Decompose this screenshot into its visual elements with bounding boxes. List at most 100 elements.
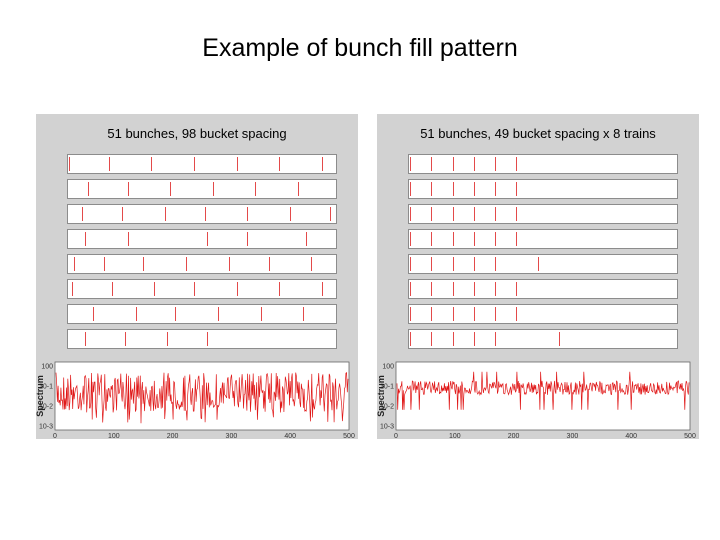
- bunch-spike: [516, 182, 518, 196]
- bunch-spike: [516, 157, 518, 171]
- bunch-spike: [82, 207, 84, 221]
- bunch-spike: [124, 332, 126, 346]
- bunch-spike: [236, 157, 238, 171]
- y-tick-label: 10-2: [380, 404, 394, 411]
- bunch-spike: [516, 232, 518, 246]
- bunch-spike: [431, 182, 433, 196]
- bunch-spike: [516, 207, 518, 221]
- fill-pattern-panel-left: 51 bunches, 98 bucket spacing 100 10-1 10-…: [36, 114, 358, 439]
- bunch-spike: [268, 257, 270, 271]
- x-tick-label: 300: [226, 433, 238, 439]
- bunch-strip: [408, 329, 678, 349]
- bunch-spike: [321, 157, 323, 171]
- bunch-spike: [207, 232, 209, 246]
- bunch-spike: [204, 207, 206, 221]
- bunch-spike: [167, 332, 169, 346]
- spectrum-axes: [395, 361, 691, 431]
- bunch-spike: [103, 257, 105, 271]
- x-tick-label: 500: [343, 433, 355, 439]
- bunch-spike: [516, 307, 518, 321]
- bunch-spike: [303, 307, 305, 321]
- bunch-spike: [410, 157, 411, 171]
- bunch-spike: [236, 282, 238, 296]
- bunch-spike: [495, 257, 497, 271]
- bunch-spike: [473, 207, 475, 221]
- bunch-spike: [473, 307, 475, 321]
- y-axis-label: Spectrum: [36, 375, 45, 417]
- bunch-spike: [84, 332, 86, 346]
- y-tick-label: 10-2: [39, 404, 53, 411]
- bunch-spike: [431, 157, 433, 171]
- bunch-spike: [279, 157, 281, 171]
- bunch-spike: [431, 257, 433, 271]
- bunch-spike: [495, 207, 497, 221]
- x-tick-label: 300: [567, 433, 579, 439]
- bunch-spike: [431, 282, 433, 296]
- bunch-spike: [452, 307, 454, 321]
- bunch-spike: [111, 282, 113, 296]
- bunch-strip: [67, 254, 337, 274]
- bunch-spike: [87, 182, 89, 196]
- x-tick-label: 200: [508, 433, 520, 439]
- bunch-strip: [67, 304, 337, 324]
- bunch-spike: [410, 282, 411, 296]
- x-tick-label: 100: [108, 433, 120, 439]
- slide-title: Example of bunch fill pattern: [202, 34, 518, 62]
- y-tick-label: 100: [41, 364, 53, 371]
- bunch-spike: [473, 182, 475, 196]
- bunch-spike: [452, 157, 454, 171]
- bunch-spike: [217, 307, 219, 321]
- bunch-spike: [143, 257, 145, 271]
- bunch-spike: [495, 282, 497, 296]
- fill-pattern-panel-right: 51 bunches, 49 bucket spacing x 8 trains…: [377, 114, 699, 439]
- spectrum-plot: 10010-110-210-30100200300400500Frequency…: [36, 361, 355, 439]
- bunch-spike: [452, 232, 454, 246]
- y-tick-label: 10-3: [380, 424, 394, 431]
- bunch-spike: [108, 157, 110, 171]
- bunch-strip: [408, 229, 678, 249]
- bunch-spike: [279, 282, 281, 296]
- bunch-spike: [74, 257, 76, 271]
- bunch-spike: [247, 207, 249, 221]
- bunch-spike: [212, 182, 214, 196]
- bunch-spike: [228, 257, 230, 271]
- panel-title: 51 bunches, 49 bucket spacing x 8 trains: [420, 126, 656, 141]
- bunch-strip: [67, 229, 337, 249]
- bunch-spike: [473, 257, 475, 271]
- bunch-spike: [431, 207, 433, 221]
- bunch-spike: [260, 307, 262, 321]
- bunch-spike: [473, 157, 475, 171]
- bunch-spike: [410, 257, 411, 271]
- x-tick-label: 400: [284, 433, 296, 439]
- bunch-spike: [135, 307, 137, 321]
- spectrum-series: [396, 371, 690, 410]
- bunch-spike: [495, 182, 497, 196]
- bunch-spike: [69, 157, 70, 171]
- bunch-spike: [473, 282, 475, 296]
- bunch-spike: [516, 282, 518, 296]
- bunch-spike: [410, 307, 411, 321]
- bunch-spike: [127, 232, 129, 246]
- bunch-strip: [67, 279, 337, 299]
- spectrum-series: [55, 372, 349, 424]
- bunch-spike: [452, 257, 454, 271]
- bunch-spike: [151, 157, 153, 171]
- bunch-spike: [329, 207, 331, 221]
- bunch-spike: [92, 307, 94, 321]
- x-tick-label: 400: [625, 433, 637, 439]
- bunch-spike: [495, 232, 497, 246]
- y-axis-label: Spectrum: [377, 375, 386, 417]
- x-tick-label: 200: [167, 433, 179, 439]
- bunch-spike: [305, 232, 307, 246]
- bunch-spike: [410, 332, 411, 346]
- y-tick-label: 10-1: [39, 384, 53, 391]
- spectrum-plot: 10010-110-210-30100200300400500Frequency…: [377, 361, 696, 439]
- bunch-spike: [473, 332, 475, 346]
- bunch-spike: [495, 307, 497, 321]
- bunch-spike: [289, 207, 291, 221]
- bunch-spike: [431, 307, 433, 321]
- bunch-spike: [255, 182, 257, 196]
- bunch-spike: [537, 257, 539, 271]
- bunch-spike: [452, 207, 454, 221]
- bunch-spike: [164, 207, 166, 221]
